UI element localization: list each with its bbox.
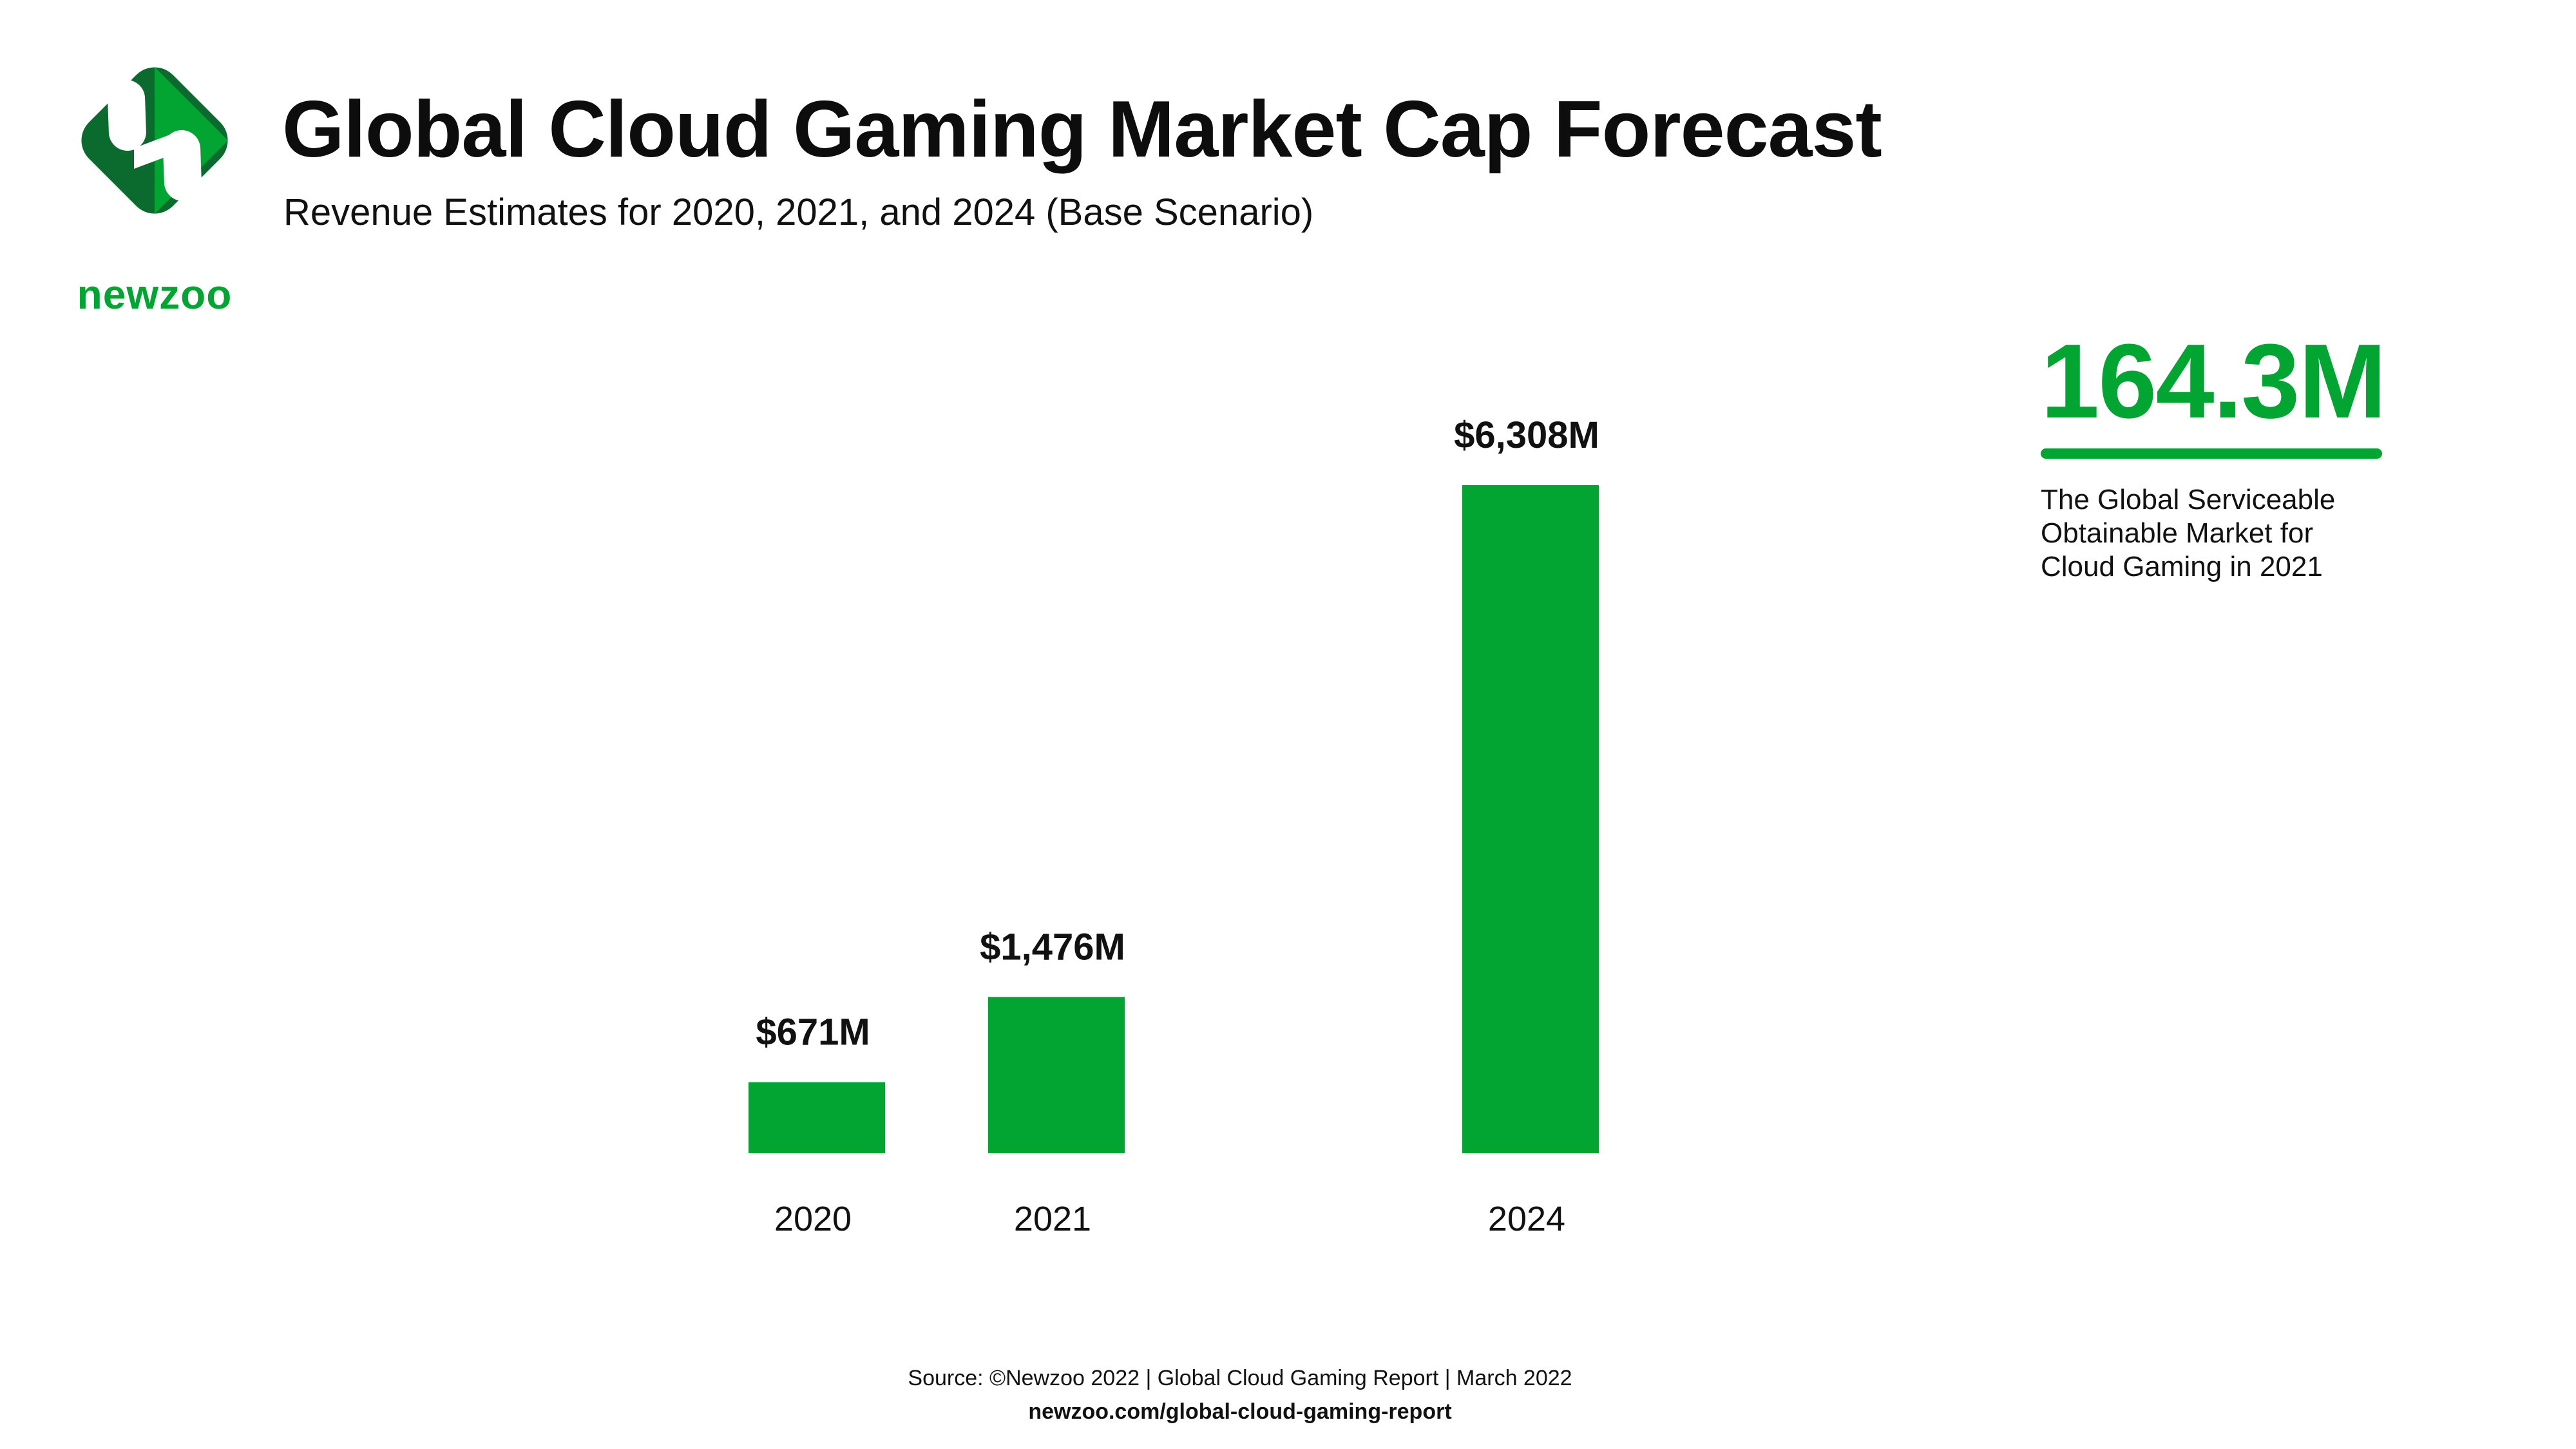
page-subtitle: Revenue Estimates for 2020, 2021, and 20… (283, 191, 1314, 233)
highlight-description: The Global Serviceable Obtainable Market… (2041, 484, 2336, 582)
highlight-stat: 164.3M The Global Serviceable Obtainable… (2041, 329, 2389, 584)
value-label-2021: $1,476M (980, 926, 1125, 968)
value-label-2020: $671M (756, 1012, 870, 1053)
highlight-underline (2041, 448, 2382, 459)
brand-wordmark: newzoo (77, 271, 233, 318)
report-url: newzoo.com/global-cloud-gaming-report (1028, 1399, 1452, 1424)
bar-2021 (988, 997, 1125, 1153)
bar-2020 (749, 1082, 885, 1153)
bar-2024 (1462, 485, 1599, 1153)
category-label-2024: 2024 (1488, 1200, 1565, 1238)
value-label-2024: $6,308M (1454, 414, 1599, 456)
category-label-2020: 2020 (774, 1200, 852, 1238)
page-title: Global Cloud Gaming Market Cap Forecast (282, 85, 1882, 174)
category-label-2021: 2021 (1014, 1200, 1091, 1238)
highlight-value: 164.3M (2041, 322, 2387, 440)
newzoo-logo-icon (81, 67, 228, 214)
source-note: Source: ©Newzoo 2022 | Global Cloud Gami… (908, 1366, 1572, 1390)
